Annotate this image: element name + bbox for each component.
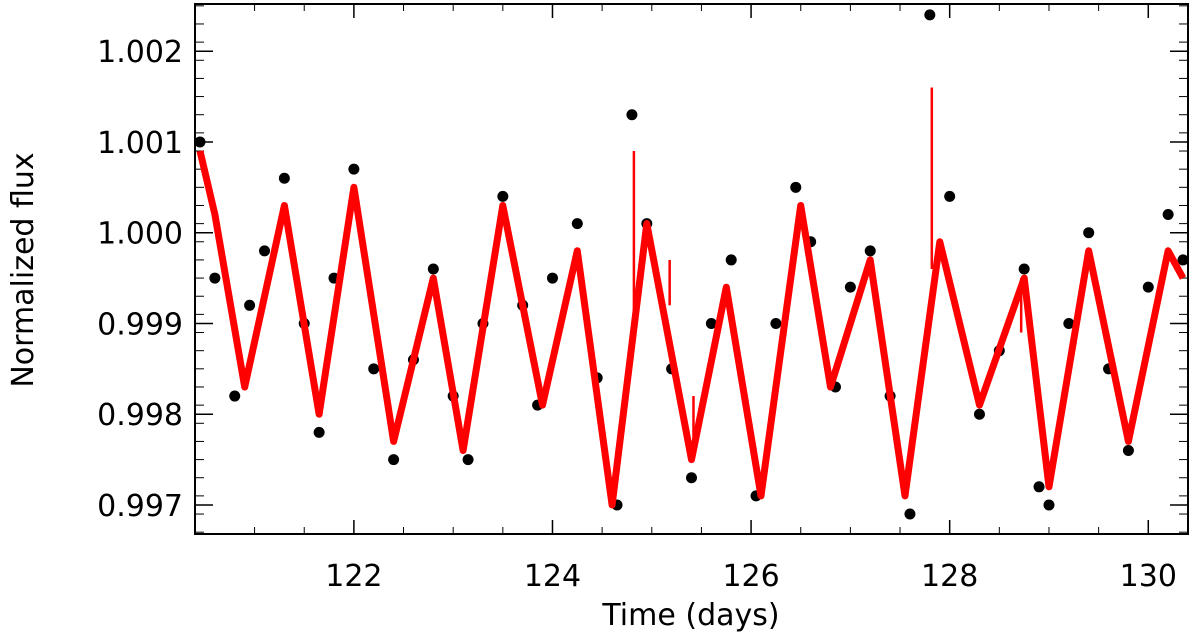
y-tick-label: 1.002 — [97, 35, 183, 70]
data-point — [244, 299, 256, 311]
data-point — [209, 272, 221, 284]
data-point — [770, 317, 782, 329]
data-point — [497, 190, 509, 202]
data-point — [278, 172, 290, 184]
data-point — [546, 272, 558, 284]
data-point — [388, 454, 400, 466]
x-axis-title: Time (days) — [601, 598, 779, 633]
y-tick-label: 0.998 — [97, 398, 183, 433]
plot-frame — [194, 3, 1189, 535]
y-tick-label: 0.999 — [97, 307, 183, 342]
x-tick-label: 130 — [1120, 559, 1177, 594]
data-point — [864, 245, 876, 257]
y-tick-label: 0.997 — [97, 489, 183, 524]
data-point — [1162, 209, 1174, 221]
tick-labels: 122 124 126 128 130 0.997 0.998 0.999 1.000 1.001… — [97, 35, 1177, 594]
data-point — [1043, 499, 1055, 511]
data-point — [973, 408, 985, 420]
x-tick-label: 128 — [921, 559, 978, 594]
data-point — [924, 9, 936, 21]
data-point — [725, 254, 737, 266]
data-point — [1033, 481, 1045, 493]
axis-ticks — [195, 4, 1188, 534]
data-point — [1018, 263, 1030, 275]
data-point — [626, 109, 638, 121]
data-point — [571, 218, 583, 230]
data-point — [686, 472, 697, 484]
data-point — [944, 190, 956, 202]
data-point — [348, 163, 360, 175]
data-point — [790, 181, 802, 193]
y-axis-title: Normalized flux — [6, 152, 41, 387]
data-point — [229, 390, 241, 402]
data-point — [427, 263, 439, 275]
x-tick-label: 124 — [524, 559, 581, 594]
data-point — [705, 317, 717, 329]
y-tick-label: 1.000 — [97, 217, 183, 252]
data-point — [1083, 227, 1095, 239]
data-point — [844, 281, 856, 293]
data-point — [1122, 445, 1134, 457]
data-point — [1142, 281, 1154, 293]
model-line — [196, 150, 1187, 509]
data-point — [904, 508, 916, 520]
data-point — [1063, 317, 1075, 329]
data-point — [313, 426, 325, 438]
x-tick-label: 122 — [325, 559, 382, 594]
data-point — [194, 136, 206, 148]
data-point — [462, 454, 474, 466]
data-point — [368, 363, 380, 375]
data-point — [1177, 254, 1189, 266]
data-point — [259, 245, 271, 257]
plot-area — [194, 9, 1189, 520]
x-tick-label: 126 — [722, 559, 779, 594]
y-tick-label: 1.001 — [97, 126, 183, 161]
